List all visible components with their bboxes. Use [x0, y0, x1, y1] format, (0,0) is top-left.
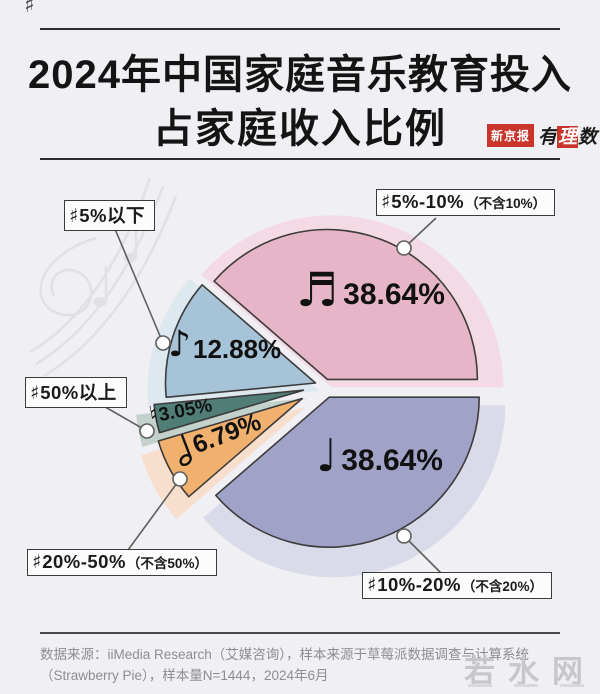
callout-5-10: ♯ 5%-10% （不含10%）: [376, 189, 556, 216]
logo-char: 有: [538, 126, 558, 148]
percent-value: 12.88%: [192, 334, 282, 364]
sharp-icon: ♯: [32, 551, 42, 573]
youlishu-logo: 有理数: [538, 122, 597, 149]
page-title-line2: 占家庭收入比例: [153, 107, 447, 151]
data-source-note: 数据来源：iiMedia Research（艾媒咨询），样本来源于草莓派数据调查…: [40, 645, 529, 687]
source-line2: （Strawberry Pie），样本量N=1444，2024年6月: [40, 667, 329, 683]
pie-slice-10-20: [215, 396, 480, 548]
callout-20-50: ♯ 20%-50% （不含50%）: [27, 549, 217, 576]
pie-slice-layer: [153, 228, 480, 548]
logo-char: 数: [578, 126, 598, 148]
callout-leader-lines: [99, 217, 442, 574]
source-line1: 数据来源：iiMedia Research（艾媒咨询），样本来源于草莓派数据调查…: [40, 647, 530, 662]
slice-value-10-20: ♩ 38.64%: [316, 433, 443, 478]
quarter-note-icon: ♩: [316, 428, 338, 482]
percent-value: 38.64%: [343, 278, 445, 312]
anchor-dot-5-10: [396, 240, 412, 256]
watermark: 若水网: [464, 654, 596, 689]
sharp-corner-decoration: ♯: [24, 0, 35, 18]
callout-under-5: ♯ 5%以下: [64, 200, 155, 231]
logo-char: 理: [557, 126, 579, 148]
pie-slice-5-10: [213, 228, 479, 381]
sharp-icon: ♯: [381, 191, 391, 213]
anchor-dot-10-20: [396, 528, 412, 544]
callout-10-20: ♯ 10%-20% （不含20%）: [362, 572, 552, 599]
beijing-news-logo: 新京报: [487, 124, 535, 147]
header-top-rule: [40, 28, 560, 30]
anchor-dot-under-5: [155, 335, 171, 351]
sharp-icon: ♯: [367, 574, 377, 596]
watermark-subtext: [468, 684, 584, 687]
slice-value-20-50: 6.79%: [170, 405, 266, 469]
sharp-icon: ♯: [30, 382, 40, 404]
slice-value-under-5: ♪ 12.88%: [168, 327, 282, 365]
sharp-icon: ♯: [69, 205, 79, 227]
header-bottom-rule: [40, 158, 560, 160]
percent-value: 38.64%: [341, 444, 443, 477]
slice-value-5-10: ♬ 38.64%: [296, 267, 445, 314]
eighth-note-icon: ♪: [168, 324, 191, 366]
footer-rule: [40, 632, 560, 634]
pie-slice-20-50: [157, 397, 303, 498]
leader-over-50: [99, 403, 148, 432]
anchor-dot-over-50: [139, 423, 155, 439]
publisher-logo: 新京报 有理数: [487, 122, 597, 149]
page-title-line1: 2024年中国家庭音乐教育投入: [28, 53, 572, 97]
pie-slice-under-5: [164, 284, 317, 399]
anchor-dot-20-50: [172, 471, 188, 487]
leader-10-20: [403, 535, 442, 574]
beamed-sixteenth-notes-icon: ♬: [296, 263, 339, 318]
callout-over-50: ♯ 50%以上: [25, 377, 127, 408]
leader-20-50: [127, 478, 181, 551]
leader-under-5: [114, 228, 164, 344]
half-note-icon: [179, 434, 192, 467]
pie-slice-over-50: [153, 389, 305, 434]
